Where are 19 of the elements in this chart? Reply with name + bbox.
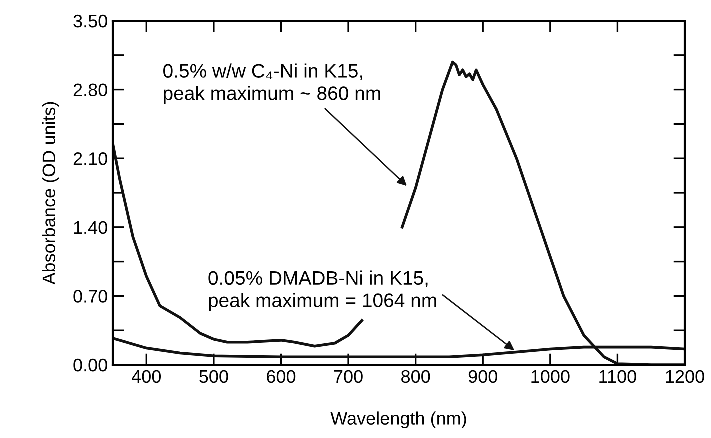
x-tick-label: 900	[468, 370, 498, 384]
y-tick-label: 3.50	[74, 14, 108, 28]
x-tick-label: 1000	[532, 370, 570, 384]
y-tick-label: 0.00	[74, 358, 108, 372]
x-tick-label: 700	[334, 370, 363, 384]
annotation: 0.5% w/w C₄-Ni in K15, peak maximum ~ 860 nm	[164, 64, 380, 104]
x-tick-label: 1200	[666, 370, 704, 384]
x-tick-label: 400	[132, 370, 162, 384]
x-tick-label: 500	[200, 370, 228, 384]
x-tick-label: 1100	[600, 370, 636, 384]
y-tick-label: 2.10	[74, 152, 108, 166]
x-tick-label: 800	[402, 370, 430, 384]
x-axis-title: Wavelength (nm)	[330, 412, 466, 429]
y-tick-label: 1.40	[74, 221, 108, 234]
y-tick-label: 2.80	[74, 84, 108, 97]
y-axis-title: Absorbance (OD units)	[42, 102, 60, 285]
y-tick-label: 0.70	[74, 290, 108, 303]
x-tick-label: 600	[267, 370, 296, 384]
annotation: 0.05% DMADB-Ni in K15, peak maximum = 1064 nm	[208, 270, 436, 312]
